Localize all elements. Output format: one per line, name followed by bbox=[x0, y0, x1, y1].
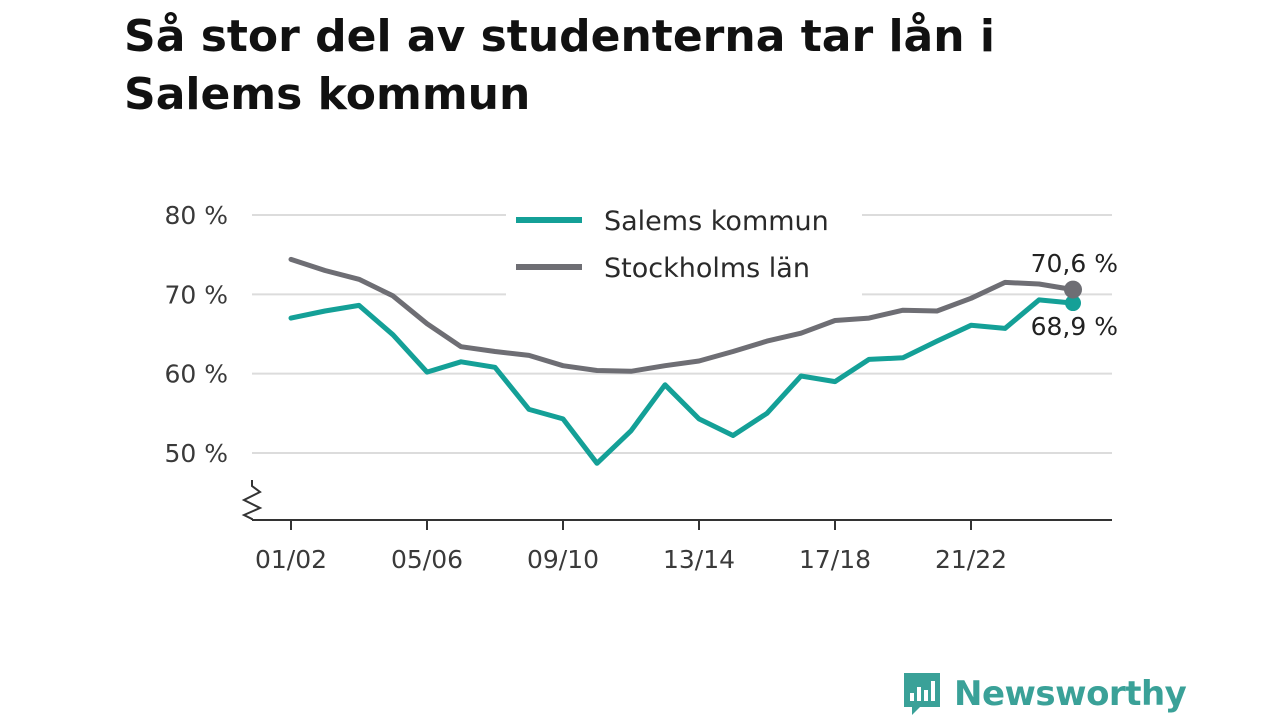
legend-label: Salems kommun bbox=[604, 206, 829, 237]
page-title: Så stor del av studenterna tar lån i Sal… bbox=[124, 11, 995, 120]
x-tick-label: 21/22 bbox=[935, 545, 1007, 574]
series-end-point bbox=[1064, 280, 1082, 299]
bar-chart-speech-bubble-icon bbox=[904, 673, 940, 715]
legend-background bbox=[506, 196, 862, 296]
series-end-label: 68,9 % bbox=[1031, 312, 1118, 341]
y-tick-label: 70 % bbox=[164, 280, 228, 309]
x-tick-label: 17/18 bbox=[799, 545, 871, 574]
series-line bbox=[288, 256, 1076, 374]
x-tick-label: 09/10 bbox=[527, 545, 599, 574]
series-layer bbox=[288, 256, 1076, 466]
y-tick-label: 80 % bbox=[164, 201, 228, 230]
x-tick-label: 13/14 bbox=[663, 545, 735, 574]
series-end-point bbox=[1065, 295, 1081, 312]
brand-name: Newsworthy bbox=[954, 674, 1187, 714]
series-line bbox=[288, 297, 1076, 466]
legend: Salems kommun Stockholms län bbox=[506, 196, 862, 296]
axis-layer: 50 % 60 % 70 % 80 % 01/02 05/06 09/10 13/14 17/1… bbox=[164, 201, 1112, 574]
y-tick-label: 60 % bbox=[164, 360, 228, 389]
y-tick-label: 50 % bbox=[164, 439, 228, 468]
end-labels: 68,9 % 70,6 % bbox=[1031, 249, 1118, 341]
series-end-label: 70,6 % bbox=[1031, 249, 1118, 278]
brand-logo: Newsworthy bbox=[902, 668, 1187, 720]
y-axis-break-icon bbox=[241, 480, 263, 520]
line-chart: 50 % 60 % 70 % 80 % 01/02 05/06 09/10 13/14 17/1… bbox=[164, 196, 1118, 574]
x-tick-label: 01/02 bbox=[255, 545, 327, 574]
legend-label: Stockholms län bbox=[604, 253, 810, 284]
x-tick-label: 05/06 bbox=[391, 545, 463, 574]
